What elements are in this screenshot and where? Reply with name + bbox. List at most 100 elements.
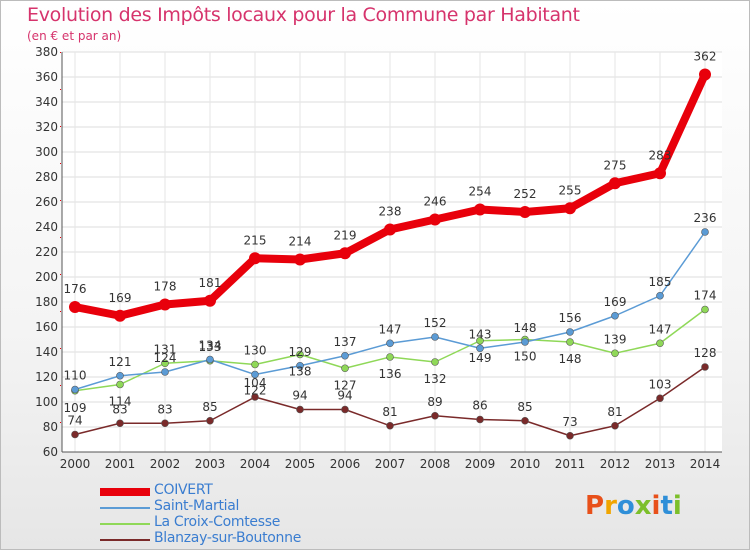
logo-letter: x (634, 491, 652, 521)
data-label: 122 (244, 384, 267, 398)
data-label: 86 (472, 399, 487, 413)
data-point (566, 338, 574, 346)
data-point (564, 202, 576, 215)
y-tick-label: 160 (35, 320, 58, 334)
data-point (339, 247, 351, 260)
data-label: 109 (64, 401, 87, 415)
data-label: 89 (427, 395, 442, 409)
y-tick-label: 60 (43, 445, 58, 459)
data-label: 104 (244, 376, 267, 390)
x-tick-label: 2014 (690, 457, 721, 471)
data-point (386, 421, 394, 430)
data-label: 139 (604, 332, 627, 346)
data-label: 137 (334, 335, 357, 349)
data-label: 130 (244, 344, 267, 358)
data-point (476, 415, 484, 424)
data-label: 134 (199, 339, 222, 353)
data-point (611, 349, 619, 358)
data-point (521, 416, 529, 425)
x-tick-label: 2008 (420, 457, 451, 471)
legend-label-blanzay-sur-boutonne: Blanzay-sur-Boutonne (154, 530, 302, 546)
x-tick-label: 2006 (330, 457, 361, 471)
data-point (656, 339, 664, 348)
data-point (654, 167, 666, 180)
data-label: 81 (607, 405, 622, 419)
data-point (159, 298, 171, 311)
x-tick-label: 2013 (645, 457, 676, 471)
y-tick-label: 80 (43, 420, 58, 434)
data-point (204, 294, 216, 307)
data-label: 169 (109, 291, 132, 305)
x-tick-label: 2000 (60, 457, 91, 471)
x-tick-label: 2003 (195, 457, 226, 471)
data-label: 181 (199, 276, 222, 290)
chart-title: Evolution des Impôts locaux pour la Comm… (27, 4, 580, 26)
data-point (566, 431, 574, 440)
y-tick-label: 360 (35, 70, 58, 84)
data-point (656, 394, 664, 403)
data-point (249, 252, 261, 265)
data-label: 283 (649, 148, 672, 162)
data-label: 219 (334, 228, 357, 242)
data-label: 255 (559, 183, 582, 197)
data-point (431, 333, 439, 341)
data-label: 178 (154, 280, 177, 294)
logo-letter: P (585, 491, 605, 521)
data-label: 124 (154, 351, 177, 365)
data-point (296, 405, 304, 414)
x-tick-label: 2009 (465, 457, 496, 471)
data-label: 114 (109, 395, 132, 409)
data-point (251, 393, 259, 401)
data-label: 136 (379, 367, 402, 381)
data-point (206, 355, 214, 364)
data-point (476, 344, 484, 353)
data-point (251, 360, 259, 369)
proxiti-logo: Proxiti (585, 491, 682, 521)
data-label: 176 (64, 282, 87, 296)
legend-swatch-blanzay-sur-boutonne (100, 539, 150, 541)
x-tick-label: 2010 (510, 457, 541, 471)
data-point (161, 419, 169, 428)
chart-subtitle: (en € et par an) (27, 29, 122, 43)
data-label: 215 (244, 233, 267, 247)
data-label: 149 (469, 351, 492, 365)
data-label: 128 (694, 346, 717, 360)
data-point (69, 301, 81, 313)
x-tick-label: 2001 (105, 457, 136, 471)
x-tick-label: 2005 (285, 457, 316, 471)
x-tick-label: 2012 (600, 457, 631, 471)
data-label: 85 (202, 400, 217, 414)
data-label: 127 (334, 378, 357, 392)
logo-letter: i (672, 491, 682, 521)
data-point (429, 213, 441, 226)
data-label: 131 (154, 342, 177, 356)
legend-label-saint-martial: Saint-Martial (154, 498, 240, 514)
data-label: 150 (514, 350, 537, 364)
data-label: 83 (112, 402, 127, 416)
y-tick-label: 380 (35, 45, 58, 59)
y-tick-label: 260 (35, 195, 58, 209)
data-point (116, 380, 124, 389)
data-label: 214 (289, 235, 312, 249)
data-point (611, 421, 619, 430)
data-label: 110 (64, 369, 87, 383)
x-tick-label: 2002 (150, 457, 181, 471)
data-label: 148 (559, 352, 582, 366)
data-label: 85 (517, 400, 532, 414)
data-label: 238 (379, 205, 402, 219)
data-label: 81 (382, 405, 397, 419)
y-tick-label: 120 (35, 370, 58, 384)
data-label: 132 (424, 372, 447, 386)
data-point (701, 228, 709, 236)
data-point (701, 305, 709, 314)
data-point (611, 311, 619, 320)
data-label: 103 (649, 377, 672, 391)
data-label: 94 (337, 389, 352, 403)
data-label: 147 (379, 322, 402, 336)
x-tick-label: 2011 (555, 457, 586, 471)
data-label: 121 (109, 355, 132, 369)
y-tick-label: 280 (35, 170, 58, 184)
data-label: 252 (514, 187, 537, 201)
logo-letter: i (651, 491, 661, 521)
